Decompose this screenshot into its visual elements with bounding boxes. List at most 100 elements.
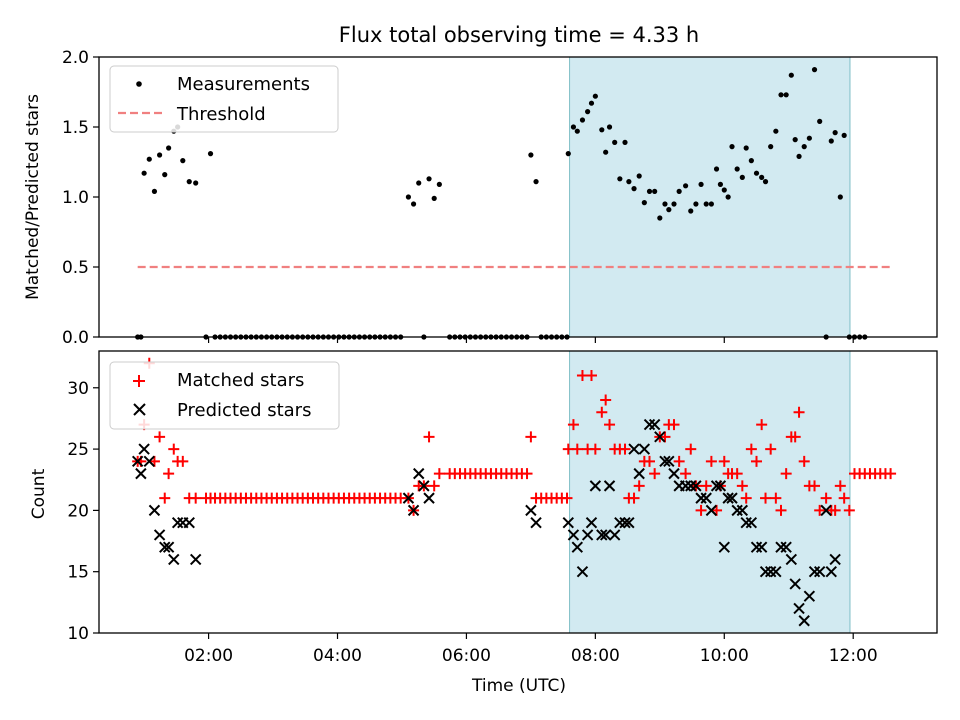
predicted-star-point [695, 492, 707, 504]
matched-star-point [775, 504, 787, 516]
predicted-star-point [659, 455, 671, 468]
predicted-star-point [530, 516, 542, 529]
x-axis-label: Time (UTC) [471, 676, 566, 696]
top-x-ticks [207, 337, 854, 343]
matched-star-point [731, 468, 743, 480]
matched-star-point [780, 468, 792, 480]
predicted-star-point [608, 529, 621, 541]
y-tick-label: 0.0 [62, 328, 89, 348]
matched-star-point [700, 480, 712, 492]
measurement-point [626, 179, 632, 185]
measurement-point [792, 137, 798, 143]
matched-star-point [633, 480, 645, 492]
measurement-point [676, 188, 682, 194]
measurement-point [725, 194, 731, 200]
x-tick-label: 10:00 [700, 646, 749, 666]
measurement-point [703, 201, 709, 207]
predicted-star-point [168, 553, 180, 566]
bottom-predicted-layer [131, 418, 841, 627]
y-tick-label: 30 [67, 379, 89, 399]
matched-star-point [423, 431, 435, 443]
matched-star-point [428, 480, 440, 492]
legend-predicted-label: Predicted stars [177, 400, 311, 421]
predicted-star-point [135, 467, 147, 480]
predicted-star-point [567, 529, 580, 541]
matched-star-point [148, 455, 160, 467]
measurement-point [193, 180, 199, 186]
measurement-point [151, 188, 158, 194]
measurement-point [739, 174, 745, 180]
measurement-point [796, 153, 802, 159]
predicted-star-point [138, 443, 150, 455]
measurement-point [156, 152, 163, 158]
measurement-point [141, 170, 147, 176]
measurement-point [405, 194, 412, 200]
matched-star-point [433, 468, 445, 480]
predicted-star-point [614, 516, 626, 529]
matched-star-point [525, 431, 537, 443]
matched-star-point [829, 504, 841, 516]
predicted-star-point [619, 516, 631, 529]
measurement-point [817, 118, 823, 124]
measurement-point [606, 124, 613, 130]
measurement-point [743, 145, 749, 151]
measurement-point [588, 100, 595, 106]
predicted-star-point [162, 541, 175, 553]
predicted-star-point [710, 480, 723, 492]
top-legend: Measurements Threshold [109, 65, 339, 133]
legend-matched-marker [133, 375, 145, 387]
predicted-star-point [759, 565, 772, 578]
measurement-point [585, 109, 591, 115]
matched-star-point [793, 406, 805, 418]
matched-star-point [838, 492, 850, 504]
matched-star-point [685, 443, 697, 455]
matched-star-point [567, 419, 579, 431]
matched-star-point [756, 419, 768, 431]
matched-star-point [740, 492, 752, 504]
measurement-point [166, 145, 172, 151]
measurement-point [806, 135, 812, 141]
predicted-star-point [413, 467, 425, 480]
predicted-star-point [148, 504, 161, 517]
matched-star-point [600, 394, 612, 406]
measurement-point [186, 179, 192, 185]
measurement-point [762, 179, 769, 185]
measurement-point [753, 170, 760, 176]
measurement-point [837, 194, 843, 200]
measurement-point [652, 188, 658, 194]
predicted-star-point [690, 480, 702, 492]
bottom-shaded-span-layer [569, 350, 851, 634]
predicted-star-point [581, 529, 594, 541]
matched-star-point [751, 455, 763, 467]
predicted-star-point [525, 504, 537, 517]
measurement-point [688, 208, 694, 214]
measurement-point [410, 201, 417, 207]
matched-star-point [604, 419, 616, 431]
matched-star-point [745, 443, 757, 455]
measurement-point [666, 207, 672, 213]
y-tick-label: 2.0 [62, 48, 89, 68]
matched-star-point [159, 492, 171, 504]
measurement-point [729, 144, 735, 150]
measurement-point [768, 144, 774, 150]
predicted-star-point [623, 516, 635, 529]
y-tick-label: 25 [67, 440, 89, 460]
measurement-point [436, 181, 442, 187]
predicted-star-point [628, 443, 640, 455]
predicted-star-point [808, 565, 821, 578]
predicted-star-point [183, 516, 195, 529]
top-y-axis-label: Matched/Predicted stars [23, 94, 43, 300]
matched-star-point [154, 431, 166, 443]
predicted-star-point [571, 541, 584, 553]
predicted-star-point [820, 504, 832, 517]
measurement-point [734, 166, 740, 172]
measurement-point [207, 151, 214, 157]
observing-span [569, 350, 851, 634]
matched-star-point [736, 480, 748, 492]
predicted-star-point [705, 504, 718, 517]
measurement-point [617, 176, 623, 182]
predicted-star-point [780, 541, 792, 553]
top-shaded-span-layer [569, 56, 851, 338]
matched-star-point [521, 468, 533, 480]
observing-span [569, 56, 851, 338]
